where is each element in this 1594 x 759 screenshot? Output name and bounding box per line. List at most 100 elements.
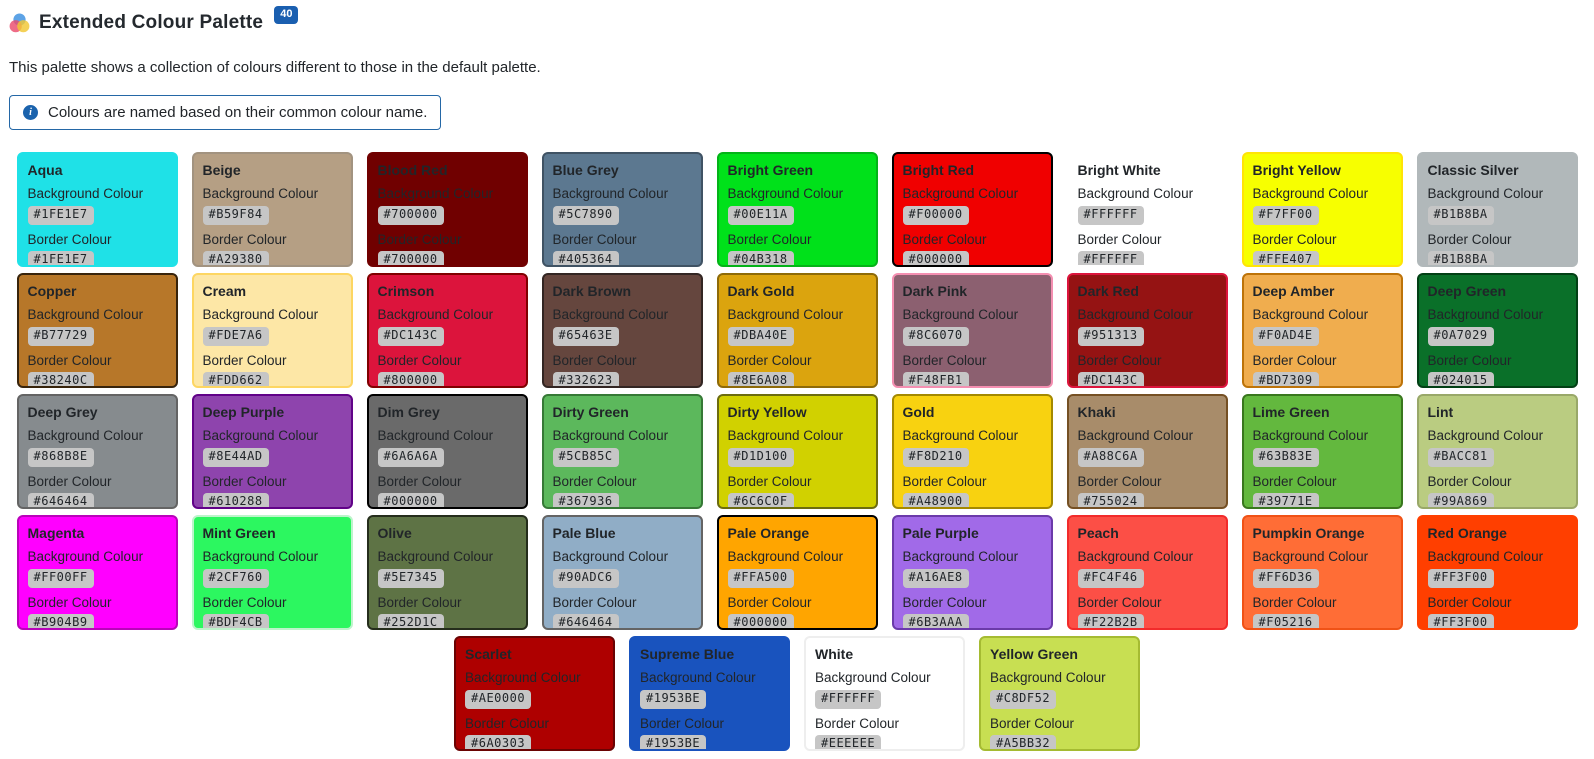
background-colour-label: Background Colour (202, 186, 319, 202)
background-hex-badge: #B59F84 (202, 205, 269, 225)
colour-card: Pale Blue Background Colour #90ADC6 Bord… (541, 515, 703, 630)
colour-name: Lint (1427, 404, 1454, 420)
background-colour-label: Background Colour (1252, 428, 1369, 444)
background-colour-label: Background Colour (552, 307, 669, 323)
background-colour-label: Background Colour (1252, 307, 1369, 323)
colour-name: White (815, 646, 854, 662)
background-colour-label: Background Colour (727, 549, 844, 565)
background-colour-label: Background Colour (990, 670, 1106, 686)
colour-card: Dirty Green Background Colour #5CB85C Bo… (541, 394, 703, 509)
colour-name: Bright Yellow (1252, 162, 1341, 178)
colour-card: Pale Purple Background Colour #A16AE8 Bo… (891, 515, 1053, 630)
colour-name: Dark Gold (727, 283, 795, 299)
background-hex-badge: #B77729 (27, 326, 94, 346)
border-hex-badge: #6C6C0F (727, 493, 794, 507)
colour-card: Supreme Blue Background Colour #1953BE B… (629, 636, 790, 751)
colour-card: Classic Silver Background Colour #B1B8BA… (1416, 152, 1578, 267)
colour-name: Scarlet (465, 646, 512, 662)
colour-card: Pumpkin Orange Background Colour #FF6D36… (1241, 515, 1403, 630)
colour-name: Red Orange (1427, 525, 1507, 541)
border-colour-label: Border Colour (902, 473, 987, 489)
colour-name: Pale Orange (727, 525, 810, 541)
border-colour-label: Border Colour (552, 231, 637, 247)
background-hex-badge: #DBA40E (727, 326, 794, 346)
background-colour-label: Background Colour (27, 186, 144, 202)
background-colour-label: Background Colour (902, 549, 1019, 565)
colour-card: Beige Background Colour #B59F84 Border C… (191, 152, 353, 267)
intro-text: This palette shows a collection of colou… (9, 59, 541, 76)
border-colour-label: Border Colour (1252, 352, 1337, 368)
background-colour-label: Background Colour (727, 186, 844, 202)
background-hex-badge: #5E7345 (377, 568, 444, 588)
colour-name: Yellow Green (990, 646, 1078, 662)
background-hex-badge: #B1B8BA (1427, 205, 1494, 225)
border-colour-label: Border Colour (202, 352, 287, 368)
colour-name: Lime Green (1252, 404, 1330, 420)
background-colour-label: Background Colour (902, 428, 1019, 444)
colour-name: Mint Green (202, 525, 276, 541)
border-hex-badge: #FF3F00 (1427, 614, 1494, 628)
border-colour-label: Border Colour (727, 594, 812, 610)
colour-name: Magenta (27, 525, 85, 541)
background-hex-badge: #868B8E (27, 447, 94, 467)
background-colour-label: Background Colour (727, 428, 844, 444)
border-colour-label: Border Colour (27, 473, 112, 489)
colour-name: Gold (902, 404, 935, 420)
background-hex-badge: #FF6D36 (1252, 568, 1319, 588)
colour-card: Olive Background Colour #5E7345 Border C… (366, 515, 528, 630)
border-hex-badge: #000000 (727, 614, 794, 628)
border-colour-label: Border Colour (990, 715, 1075, 731)
border-hex-badge: #B904B9 (27, 614, 94, 628)
background-hex-badge: #F7FF00 (1252, 205, 1319, 225)
border-hex-badge: #38240C (27, 372, 94, 386)
border-hex-badge: #1953BE (640, 735, 707, 749)
background-colour-label: Background Colour (552, 428, 669, 444)
border-colour-label: Border Colour (377, 231, 462, 247)
colour-card: Cream Background Colour #FDE7A6 Border C… (191, 273, 353, 388)
colour-name: Copper (27, 283, 77, 299)
colour-card: Dark Brown Background Colour #65463E Bor… (541, 273, 703, 388)
background-hex-badge: #FFFFFF (815, 689, 882, 709)
border-hex-badge: #B1B8BA (1427, 251, 1494, 265)
background-hex-badge: #FFFFFF (1077, 205, 1144, 225)
background-colour-label: Background Colour (552, 549, 669, 565)
background-colour-label: Background Colour (1427, 186, 1544, 202)
background-hex-badge: #F0AD4E (1252, 326, 1319, 346)
background-colour-label: Background Colour (465, 670, 581, 686)
border-colour-label: Border Colour (815, 715, 900, 731)
colour-name: Classic Silver (1427, 162, 1519, 178)
background-colour-label: Background Colour (640, 670, 756, 686)
background-hex-badge: #65463E (552, 326, 619, 346)
colour-card: Peach Background Colour #FC4F46 Border C… (1066, 515, 1228, 630)
border-colour-label: Border Colour (1077, 473, 1162, 489)
colour-name: Crimson (377, 283, 435, 299)
colour-card: White Background Colour #FFFFFF Border C… (804, 636, 965, 751)
info-note: i Colours are named based on their commo… (9, 95, 442, 130)
border-colour-label: Border Colour (902, 231, 987, 247)
background-hex-badge: #FC4F46 (1077, 568, 1144, 588)
colour-name: Deep Amber (1252, 283, 1335, 299)
background-colour-label: Background Colour (1252, 549, 1369, 565)
page-header: Extended Colour Palette 40 (9, 6, 1586, 34)
colour-card: Magenta Background Colour #FF00FF Border… (16, 515, 178, 630)
colour-name: Blood Red (377, 162, 448, 178)
colour-name: Dirty Green (552, 404, 629, 420)
border-colour-label: Border Colour (727, 473, 812, 489)
background-hex-badge: #BACC81 (1427, 447, 1494, 467)
border-hex-badge: #700000 (377, 251, 444, 265)
background-colour-label: Background Colour (1427, 549, 1544, 565)
colour-name: Deep Green (1427, 283, 1507, 299)
border-hex-badge: #6A0303 (465, 735, 532, 749)
background-hex-badge: #A16AE8 (902, 568, 969, 588)
colour-name: Deep Grey (27, 404, 98, 420)
colour-card: Deep Grey Background Colour #868B8E Bord… (16, 394, 178, 509)
border-hex-badge: #BDF4CB (202, 614, 269, 628)
border-hex-badge: #EEEEEE (815, 735, 882, 749)
background-colour-label: Background Colour (1427, 428, 1544, 444)
colour-name: Supreme Blue (640, 646, 735, 662)
border-hex-badge: #024015 (1427, 372, 1494, 386)
background-hex-badge: #A88C6A (1077, 447, 1144, 467)
border-colour-label: Border Colour (552, 594, 637, 610)
border-hex-badge: #332623 (552, 372, 619, 386)
border-colour-label: Border Colour (377, 352, 462, 368)
